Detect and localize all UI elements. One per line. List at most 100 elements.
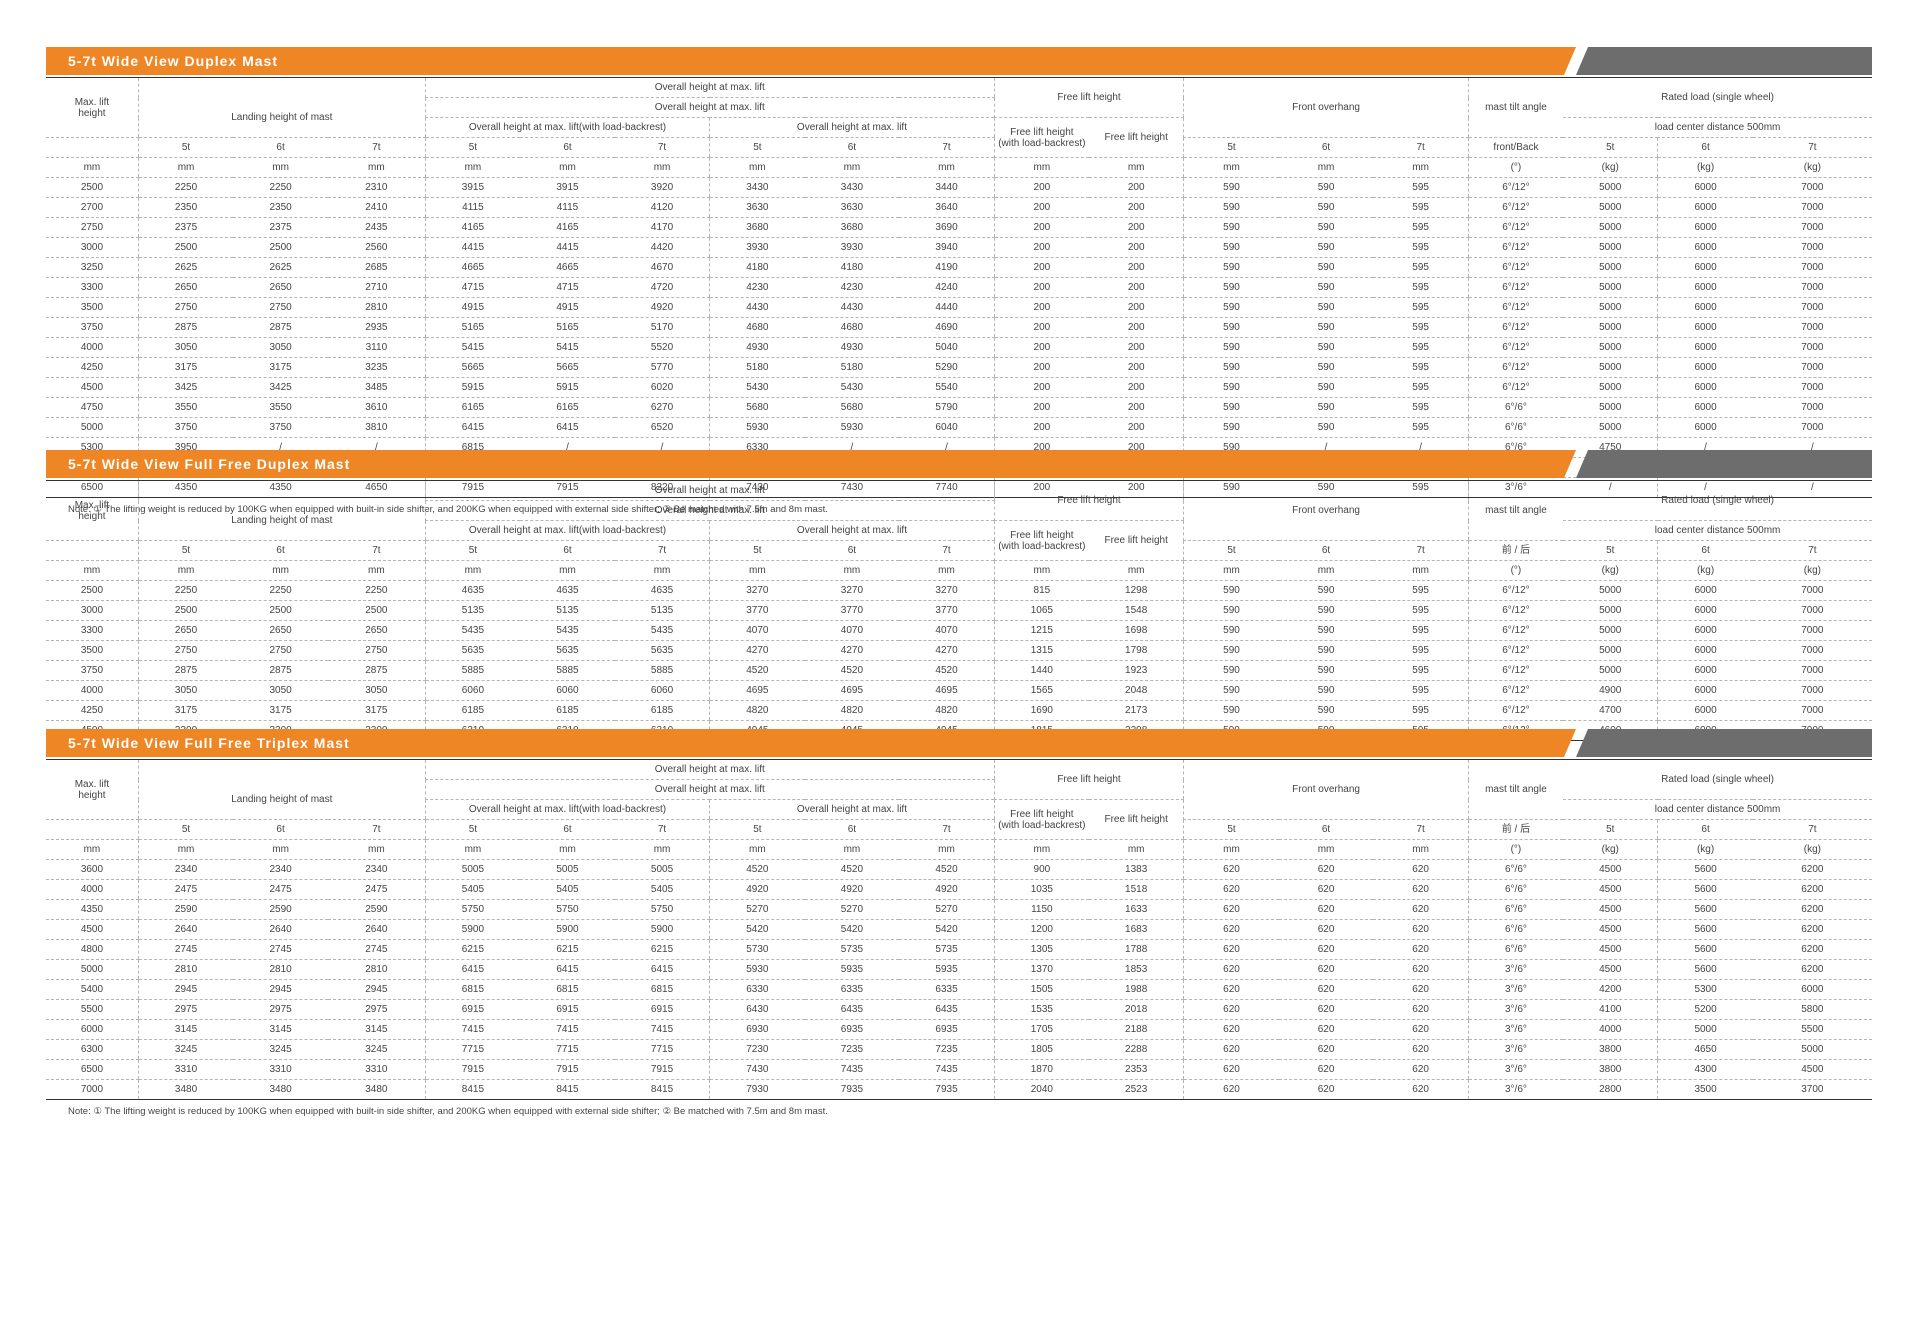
table-cell: 620 bbox=[1278, 999, 1374, 1020]
table-cell: 6000 bbox=[1657, 297, 1753, 318]
col-load-7t: 7t bbox=[1752, 819, 1872, 840]
table-cell: 6°/6° bbox=[1467, 397, 1564, 418]
table-cell: 5000 bbox=[1563, 237, 1658, 258]
table-cell: 620 bbox=[1183, 939, 1279, 960]
table-cell: 200 bbox=[993, 177, 1090, 198]
banner-orange-bar bbox=[46, 729, 1576, 757]
col-load-6t: 6t bbox=[1657, 137, 1753, 158]
table-cell: 1535 bbox=[993, 999, 1090, 1020]
table-cell: 3940 bbox=[899, 237, 995, 258]
table-cell: 595 bbox=[1373, 397, 1469, 418]
table-cell: 6935 bbox=[804, 1019, 900, 1040]
table-cell: 200 bbox=[1089, 177, 1184, 198]
table-cell: 3500 bbox=[46, 297, 139, 318]
table-cell: 3480 bbox=[233, 1079, 328, 1100]
table-cell: 1440 bbox=[993, 660, 1090, 681]
table-cell: 6330 bbox=[709, 979, 805, 1000]
table-cell: 590 bbox=[1278, 620, 1374, 641]
table-cell: 7000 bbox=[1752, 197, 1872, 218]
table-cell: 6215 bbox=[424, 939, 521, 960]
table-cell: 590 bbox=[1183, 397, 1279, 418]
table-cell: 5000 bbox=[1563, 257, 1658, 278]
table-cell: 200 bbox=[993, 377, 1090, 398]
table-cell: 6415 bbox=[520, 959, 615, 980]
table-cell: 5040 bbox=[899, 337, 995, 358]
table-cell: 2250 bbox=[137, 580, 234, 601]
table-cell: 3480 bbox=[137, 1079, 234, 1100]
table-cell: 620 bbox=[1278, 939, 1374, 960]
table-cell: 5000 bbox=[1563, 620, 1658, 641]
table-cell: 620 bbox=[1183, 1079, 1279, 1100]
table-cell: 3930 bbox=[709, 237, 805, 258]
table-cell: 5900 bbox=[520, 919, 615, 940]
table-cell: 4930 bbox=[804, 337, 900, 358]
unit-cell: (kg) bbox=[1752, 560, 1872, 581]
table-row: 4000 3050 3050 3050 6060 6060 6060 4695 4695 4695… bbox=[46, 680, 1872, 701]
table-cell: 3050 bbox=[137, 680, 234, 701]
table-cell: 2875 bbox=[328, 660, 426, 681]
table-row: 3500 2750 2750 2810 4915 4915 4920 4430 4430 4440… bbox=[46, 297, 1872, 318]
table-cell: 3690 bbox=[899, 217, 995, 238]
table-cell: 3680 bbox=[804, 217, 900, 238]
table-cell: 590 bbox=[1183, 257, 1279, 278]
table-cell: 2250 bbox=[233, 177, 328, 198]
table-cell: 620 bbox=[1278, 859, 1374, 880]
table-cell: 5770 bbox=[614, 357, 710, 378]
table-cell: 1035 bbox=[993, 879, 1090, 900]
table-cell: 3680 bbox=[709, 217, 805, 238]
table-cell: 5420 bbox=[804, 919, 900, 940]
table-cell: 2350 bbox=[233, 197, 328, 218]
table-cell: 4270 bbox=[899, 640, 995, 661]
unit-cell: (kg) bbox=[1657, 560, 1753, 581]
table-cell: 5635 bbox=[424, 640, 521, 661]
unit-cell: mm bbox=[1183, 560, 1279, 581]
unit-cell: mm bbox=[1373, 560, 1469, 581]
table-cell: 200 bbox=[993, 257, 1090, 278]
table-cell: 590 bbox=[1183, 600, 1279, 621]
table-cell: 590 bbox=[1183, 297, 1279, 318]
table-cell: 4070 bbox=[804, 620, 900, 641]
table-cell: 4665 bbox=[520, 257, 615, 278]
table-row: 4250 3175 3175 3175 6185 6185 6185 4820 4820 4820… bbox=[46, 700, 1872, 721]
table-row: 4750 3550 3550 3610 6165 6165 6270 5680 5680 5790… bbox=[46, 397, 1872, 418]
rated-load-header: Rated load (single wheel) bbox=[1563, 480, 1872, 521]
table-cell: 7715 bbox=[614, 1039, 710, 1060]
table-cell: 5435 bbox=[614, 620, 710, 641]
table-cell: 6000 bbox=[1657, 397, 1753, 418]
table-cell: 6000 bbox=[1657, 377, 1753, 398]
table-row: 6000 3145 3145 3145 7415 7415 7415 6930 6935 6935… bbox=[46, 1019, 1872, 1040]
table-cell: 595 bbox=[1373, 217, 1469, 238]
col-load-6t: 6t bbox=[1657, 819, 1753, 840]
table-cell: 590 bbox=[1183, 580, 1279, 601]
table-cell: 6020 bbox=[614, 377, 710, 398]
table-cell: 2975 bbox=[137, 999, 234, 1020]
table-cell: 3600 bbox=[46, 859, 139, 880]
table-cell: 200 bbox=[1089, 237, 1184, 258]
table-cell: 6915 bbox=[424, 999, 521, 1020]
table-cell: 6520 bbox=[614, 417, 710, 438]
unit-cell: mm bbox=[1373, 839, 1469, 860]
table-cell: 3750 bbox=[233, 417, 328, 438]
table-cell: 200 bbox=[993, 237, 1090, 258]
banner-orange-bar bbox=[46, 450, 1576, 478]
table-cell: 4650 bbox=[1657, 1039, 1753, 1060]
table-cell: 200 bbox=[1089, 397, 1184, 418]
table-cell: 4420 bbox=[614, 237, 710, 258]
table-cell: 2945 bbox=[137, 979, 234, 1000]
table-cell: 6335 bbox=[899, 979, 995, 1000]
table-cell: 3550 bbox=[137, 397, 234, 418]
table-cell: 6200 bbox=[1752, 959, 1872, 980]
table-cell: 595 bbox=[1373, 600, 1469, 621]
col-load-5t: 5t bbox=[1563, 540, 1658, 561]
table-cell: 6060 bbox=[424, 680, 521, 701]
front-overhang-header: Front overhang bbox=[1183, 77, 1469, 138]
table-cell: 1633 bbox=[1089, 899, 1184, 920]
blank-sub-header bbox=[46, 819, 139, 840]
table-cell: 4500 bbox=[46, 377, 139, 398]
table-cell: 6°/12° bbox=[1467, 337, 1564, 358]
table-row: 2700 2350 2350 2410 4115 4115 4120 3630 3630 3640… bbox=[46, 197, 1872, 218]
table-cell: 200 bbox=[1089, 277, 1184, 298]
table-cell: 4000 bbox=[46, 680, 139, 701]
landing-height-header: Landing height of mast bbox=[137, 97, 426, 138]
col-overall-7t: 7t bbox=[899, 540, 995, 561]
